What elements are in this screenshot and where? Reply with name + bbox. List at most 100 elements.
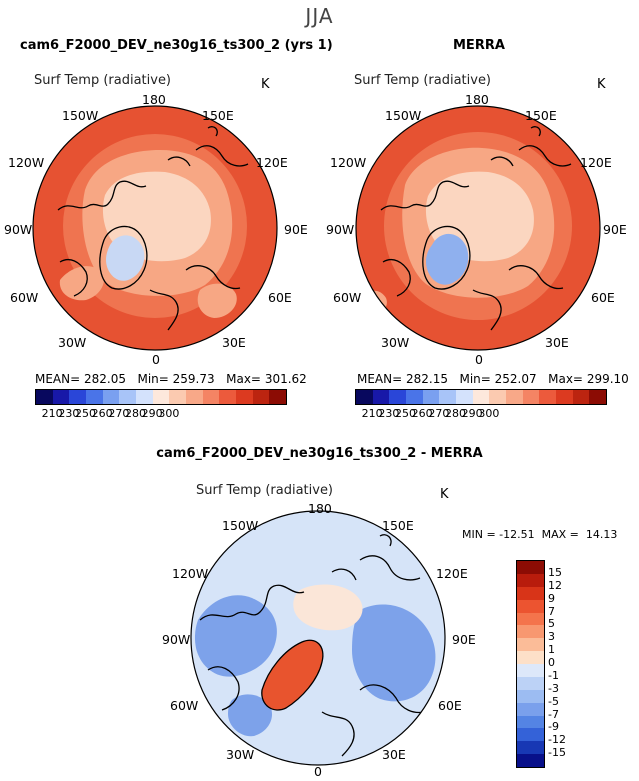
panel2-map-border (355, 105, 601, 351)
colorbar-tick-label: 230 (378, 407, 400, 420)
panel2-coastlines (380, 126, 572, 331)
panel2-mean-value: 282.15 (406, 372, 449, 386)
colorbar-swatch (517, 702, 544, 716)
colorbar-tick-label: 9 (548, 591, 555, 605)
panel1-min-label: Min= (137, 372, 169, 386)
colorbar-swatch (102, 390, 120, 404)
colorbar-swatch (86, 390, 103, 404)
panel2-lon-30e: 30E (545, 335, 569, 350)
panel1-lon-150e: 150E (202, 108, 234, 123)
panel2-max-label: Max= (548, 372, 583, 386)
colorbar-swatch (136, 390, 153, 404)
colorbar-tick-label: -1 (548, 668, 559, 682)
panel2-lon-120e: 120E (580, 155, 612, 170)
panel1-lon-0: 0 (152, 352, 160, 367)
panel2-lon-60e: 60E (591, 290, 615, 305)
diff-lon-150w: 150W (222, 518, 259, 533)
colorbar-tick-label: 3 (548, 630, 555, 644)
diff-minmax: MIN = -12.51 MAX = 14.13 (462, 528, 618, 541)
colorbar-swatch (186, 390, 203, 404)
colorbar-tick-label: 250 (395, 407, 416, 420)
colorbar-tick-label: 12 (548, 578, 562, 592)
diff-lon-30w: 30W (226, 747, 255, 762)
colorbar-tick-label: -12 (548, 733, 566, 747)
colorbar-swatch (517, 715, 544, 729)
colorbar-tick-label: 260 (91, 407, 113, 420)
colorbar-swatch (372, 390, 390, 404)
colorbar-swatch (456, 390, 473, 404)
colorbar-swatch (52, 390, 70, 404)
colorbar-swatch (389, 390, 407, 404)
colorbar-swatch (517, 741, 544, 755)
diff-lon-150e: 150E (382, 518, 414, 533)
panel1-temperature-field (33, 106, 277, 350)
panel2-title: MERRA (453, 38, 505, 53)
panel2-variable: Surf Temp (radiative) (354, 73, 492, 88)
diff-lon-120e: 120E (436, 566, 468, 581)
panel1-lon-60w: 60W (10, 290, 39, 305)
panel2-lon-30w: 30W (381, 335, 410, 350)
colorbar-swatch (517, 599, 544, 613)
colorbar-swatch (517, 754, 544, 767)
colorbar-tick-label: 290 (461, 407, 483, 420)
colorbar-tick-label: 230 (58, 407, 80, 420)
panel1-lon-120w: 120W (8, 155, 45, 170)
colorbar-tick-label: 5 (548, 617, 555, 631)
panel1-lon-30w: 30W (58, 335, 87, 350)
colorbar-swatch (517, 625, 544, 639)
colorbar-swatch (406, 390, 423, 404)
colorbar-tick-label: 270 (428, 407, 450, 420)
diff-map-border (190, 510, 446, 766)
panel1-stats: MEAN= 282.05 Min= 259.73 Max= 301.62 (35, 372, 307, 386)
colorbar-swatch (169, 390, 187, 404)
panel2-units: K (597, 77, 606, 92)
colorbar-tick-label: -3 (548, 681, 559, 695)
colorbar-tick-label: 15 (548, 565, 562, 579)
panel1-max-value: 301.62 (264, 372, 307, 386)
diff-coastlines (199, 534, 425, 757)
colorbar-tick-label: 280 (125, 407, 146, 420)
colorbar-tick-label: 7 (548, 604, 555, 618)
colorbar-swatch (472, 390, 490, 404)
colorbar-swatch (439, 390, 457, 404)
colorbar-swatch (517, 638, 544, 652)
colorbar-tick-label: -9 (548, 720, 559, 734)
panel2-lon-0: 0 (475, 352, 483, 367)
colorbar-swatch (219, 390, 237, 404)
panel1-colorbar (35, 389, 287, 405)
colorbar-swatch (356, 390, 373, 404)
colorbar-tick-label: -15 (548, 746, 566, 760)
colorbar-swatch (572, 390, 590, 404)
panel1-lon-150w: 150W (62, 108, 99, 123)
panel1-max-label: Max= (226, 372, 261, 386)
panel2-min-value: 252.07 (494, 372, 537, 386)
colorbar-swatch (517, 561, 544, 574)
colorbar-swatch (517, 689, 544, 703)
colorbar-tick-label: 300 (478, 407, 500, 420)
colorbar-tick-label: 1 (548, 643, 555, 657)
diff-lon-0: 0 (314, 764, 322, 779)
panel1-mean-label: MEAN= (35, 372, 81, 386)
panel1-lon-90e: 90E (284, 222, 308, 237)
diff-colorbar (516, 560, 545, 768)
colorbar-tick-label: -5 (548, 694, 559, 708)
colorbar-tick-label: 280 (445, 407, 466, 420)
colorbar-swatch (522, 390, 540, 404)
colorbar-swatch (517, 728, 544, 742)
colorbar-swatch (517, 573, 544, 587)
diff-lon-60e: 60E (438, 698, 462, 713)
panel2-lon-120w: 120W (330, 155, 367, 170)
colorbar-swatch (517, 612, 544, 626)
panel1-lon-180: 180 (142, 92, 166, 107)
diff-title: cam6_F2000_DEV_ne30g16_ts300_2 - MERRA (156, 446, 483, 461)
colorbar-swatch (556, 390, 573, 404)
colorbar-swatch (506, 390, 523, 404)
colorbar-swatch (589, 390, 607, 404)
colorbar-swatch (236, 390, 253, 404)
colorbar-swatch (517, 651, 544, 664)
season-title: JJA (305, 4, 334, 28)
panel2-temperature-field (356, 106, 600, 350)
panel1-title: cam6_F2000_DEV_ne30g16_ts300_2 (yrs 1) (20, 38, 333, 53)
panel1-lon-30e: 30E (222, 335, 246, 350)
colorbar-swatch (517, 676, 544, 690)
